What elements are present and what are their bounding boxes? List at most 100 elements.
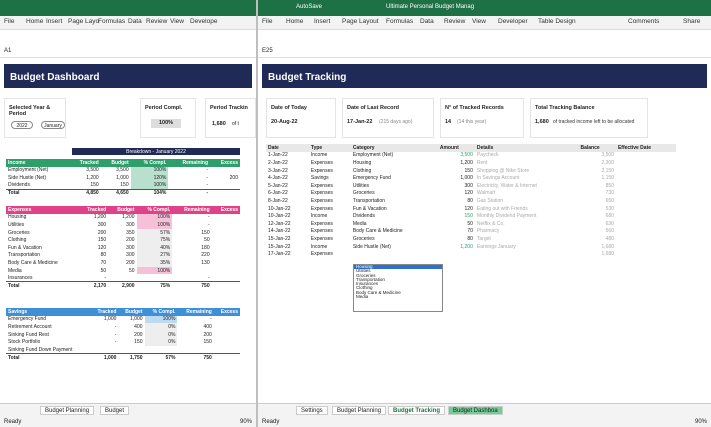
table-cell[interactable]: Gas Station xyxy=(476,197,504,204)
table-cell[interactable]: Walmart xyxy=(476,190,496,197)
table-cell[interactable]: 14-Jan-22 xyxy=(268,228,291,235)
table-cell[interactable] xyxy=(616,243,676,251)
dropdown-option[interactable]: Body Care & Medicine xyxy=(356,289,401,295)
table-cell[interactable] xyxy=(616,212,676,220)
col-header[interactable]: Type xyxy=(310,144,323,151)
zoom-level[interactable]: 90% xyxy=(694,419,707,425)
autosave-label[interactable]: AutoSave xyxy=(296,4,323,10)
table-cell[interactable] xyxy=(616,190,676,198)
formula-bar[interactable]: A1 xyxy=(0,46,256,58)
table-cell[interactable]: Monthly Dividend Payment xyxy=(476,213,537,220)
table-cell[interactable]: 6-Jan-22 xyxy=(268,190,288,197)
table-cell[interactable]: 17-Jan-22 xyxy=(268,251,291,258)
ribbon-tab[interactable]: Table Design xyxy=(538,18,576,25)
table-cell[interactable]: 80 xyxy=(467,235,473,242)
table-cell[interactable]: Netflix & Co. xyxy=(476,220,505,227)
table-cell[interactable]: 560 xyxy=(605,228,614,235)
table-cell[interactable]: 1,200 xyxy=(460,243,473,250)
table-row[interactable]: 10-Jan-22 Income Dividends 150 Monthly Divid… xyxy=(266,212,676,220)
table-cell[interactable]: Shopping @ Nike Store xyxy=(476,167,530,174)
ribbon-tab[interactable]: Insert xyxy=(314,18,331,25)
ribbon-tab[interactable]: View xyxy=(170,18,184,25)
ribbon-tab[interactable]: Data xyxy=(420,18,434,25)
table-cell[interactable]: Rent xyxy=(476,159,488,166)
table-cell[interactable]: 120 xyxy=(464,205,473,212)
table-cell[interactable]: 150 xyxy=(464,213,473,220)
sheet-tab-active[interactable]: Budget Tracking xyxy=(388,406,446,415)
period-selector[interactable]: January xyxy=(41,121,65,129)
table-row[interactable]: 8-Jan-22 Expenses Transportation 80 Gas Stat… xyxy=(266,197,676,205)
table-cell[interactable]: 850 xyxy=(605,182,614,189)
ribbon-tab[interactable]: Developer xyxy=(498,18,528,25)
table-cell[interactable] xyxy=(616,228,676,236)
table-cell[interactable]: 2,150 xyxy=(601,167,614,174)
table-cell[interactable]: 2-Jan-22 xyxy=(268,159,288,166)
dropdown-option[interactable]: Utilities xyxy=(356,268,371,274)
table-cell[interactable]: Utilities xyxy=(352,182,370,189)
table-cell[interactable]: 530 xyxy=(605,205,614,212)
sheet-tab[interactable]: Budget Planning xyxy=(332,406,387,415)
ribbon-tab[interactable]: Page Layout xyxy=(342,18,379,25)
table-cell[interactable] xyxy=(616,235,676,243)
table-cell[interactable]: Fun & Vacation xyxy=(352,205,387,212)
ribbon-tab[interactable]: Review xyxy=(444,18,466,25)
ribbon-tab[interactable]: Home xyxy=(286,18,304,25)
table-cell[interactable]: 1,200 xyxy=(460,159,473,166)
dropdown-option[interactable]: Clothing xyxy=(356,285,373,291)
table-cell[interactable]: 12-Jan-22 xyxy=(268,220,291,227)
sheet-grid[interactable]: Budget Tracking Date of Today 20-Aug-22 … xyxy=(258,58,711,403)
table-cell[interactable]: Income xyxy=(310,213,328,220)
table-cell[interactable]: Dividends xyxy=(352,213,375,220)
table-cell[interactable]: Pharmacy xyxy=(476,228,500,235)
table-cell[interactable] xyxy=(616,182,676,190)
sheet-grid[interactable]: Budget Dashboard Selected Year & Period … xyxy=(0,58,256,403)
table-cell[interactable]: Groceries xyxy=(352,190,375,197)
table-cell[interactable]: Expenses xyxy=(310,190,333,197)
ribbon-tab[interactable]: Insert xyxy=(46,18,63,25)
table-cell[interactable]: 15-Jan-22 xyxy=(268,235,291,242)
table-cell[interactable] xyxy=(616,152,676,160)
table-cell[interactable]: 680 xyxy=(605,213,614,220)
table-cell[interactable]: 15-Jan-22 xyxy=(268,243,291,250)
table-row[interactable]: 6-Jan-22 Expenses Groceries 120 Walmart 730 xyxy=(266,190,676,198)
table-cell[interactable]: Expenses xyxy=(310,182,333,189)
table-row[interactable]: 1-Jan-22 Income Employment (Net) 3,500 Paych… xyxy=(266,152,676,160)
col-header[interactable]: Balance xyxy=(580,144,600,151)
table-cell[interactable]: Eating out with Friends xyxy=(476,205,528,212)
table-cell[interactable]: 1,000 xyxy=(460,175,473,182)
table-cell[interactable]: 2,300 xyxy=(601,159,614,166)
table-cell[interactable]: Expenses xyxy=(310,235,333,242)
col-header[interactable]: Effective Date xyxy=(617,144,652,151)
table-cell[interactable] xyxy=(438,250,475,258)
sheet-tab[interactable]: Budget Dashboa xyxy=(448,406,503,415)
table-cell[interactable]: 50 xyxy=(467,220,473,227)
table-cell[interactable]: Paycheck xyxy=(476,152,499,159)
table-cell[interactable] xyxy=(616,220,676,228)
ribbon-tab[interactable]: Develope xyxy=(190,18,218,25)
table-cell[interactable]: 8-Jan-22 xyxy=(268,197,288,204)
ribbon-tab[interactable]: Data xyxy=(128,18,142,25)
table-row[interactable]: 15-Jan-22 Expenses Groceries 80 Target 480 xyxy=(266,235,676,243)
zoom-level[interactable]: 90% xyxy=(239,419,252,425)
table-cell[interactable]: 730 xyxy=(605,190,614,197)
name-box[interactable]: A1 xyxy=(4,48,12,54)
table-row[interactable]: 5-Jan-22 Expenses Utilities 300 Electricity,… xyxy=(266,182,676,190)
table-cell[interactable]: Expenses xyxy=(310,167,333,174)
ribbon-tab[interactable]: File xyxy=(4,18,15,25)
col-header[interactable]: Amount xyxy=(439,144,459,151)
ribbon-tab[interactable]: Page Layo xyxy=(68,18,100,25)
tracking-table[interactable]: Date Type Category Amount Details Balance Effe… xyxy=(266,144,676,258)
table-row[interactable]: 17-Jan-22 Expenses 1,680 xyxy=(266,250,676,258)
table-cell[interactable]: Expenses xyxy=(310,205,333,212)
name-box[interactable]: E25 xyxy=(262,48,273,54)
table-cell[interactable]: Media xyxy=(352,220,367,227)
table-cell[interactable]: Groceries xyxy=(352,235,375,242)
table-cell[interactable]: Savings xyxy=(310,175,329,182)
share-button[interactable]: Share xyxy=(683,18,701,25)
ribbon-tab[interactable]: Formulas xyxy=(386,18,414,25)
table-cell[interactable]: 5-Jan-22 xyxy=(268,182,288,189)
dropdown-option[interactable]: Insurances xyxy=(356,281,379,287)
table-cell[interactable]: 4-Jan-22 xyxy=(268,175,288,182)
table-cell[interactable]: Clothing xyxy=(352,167,372,174)
formula-bar[interactable]: E25 xyxy=(258,46,711,58)
